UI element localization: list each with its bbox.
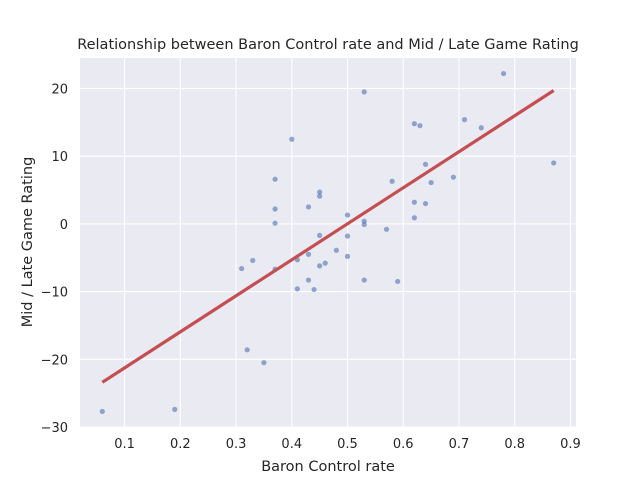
- data-point: [411, 199, 417, 205]
- data-point: [305, 204, 312, 210]
- grid: [80, 58, 576, 428]
- data-point: [450, 174, 456, 180]
- data-point: [311, 286, 317, 293]
- data-point: [417, 123, 423, 129]
- data-point: [395, 278, 401, 285]
- data-point: [461, 117, 468, 123]
- tick-labels: 0.1 0.2 0.3 0.4 0.5 0.6 0.7 0.8 0.9 −30 −20 −10 0 10 2…: [41, 82, 581, 452]
- data-point: [344, 253, 351, 259]
- data-point: [428, 179, 434, 186]
- data-point: [551, 160, 557, 166]
- data-point: [305, 277, 312, 283]
- data-point: [333, 247, 339, 253]
- data-point: [317, 189, 323, 195]
- data-point: [500, 70, 507, 77]
- data-point: [361, 218, 367, 224]
- x-tick-label: 0.9: [560, 437, 581, 452]
- data-point: [478, 125, 484, 131]
- data-point: [294, 286, 300, 292]
- data-point: [322, 260, 328, 266]
- data-point: [305, 251, 312, 257]
- data-point: [272, 176, 278, 182]
- data-point: [289, 136, 295, 142]
- plot-area: [80, 58, 576, 427]
- data-point: [317, 232, 323, 238]
- data-point: [99, 408, 105, 415]
- x-tick-label: 0.7: [449, 437, 470, 452]
- data-point: [172, 406, 178, 412]
- y-tick-label: −10: [41, 286, 68, 301]
- data-point: [411, 121, 417, 127]
- data-point: [422, 161, 429, 167]
- data-point: [250, 257, 256, 264]
- x-tick-label: 0.4: [281, 437, 302, 452]
- y-tick-label: −20: [41, 353, 68, 368]
- data-point: [411, 215, 417, 221]
- x-tick-label: 0.1: [114, 437, 135, 452]
- data-point: [317, 193, 323, 199]
- data-point: [361, 277, 367, 283]
- y-tick-label: −30: [41, 421, 68, 436]
- data-point: [383, 226, 390, 232]
- x-tick-label: 0.6: [393, 437, 414, 452]
- data-point: [317, 263, 323, 269]
- data-point: [272, 220, 278, 226]
- data-point: [344, 233, 351, 239]
- data-point: [272, 206, 278, 212]
- data-point: [361, 89, 367, 95]
- data-point: [344, 212, 351, 218]
- chart-title: Relationship between Baron Control rate …: [77, 37, 579, 53]
- x-tick-label: 0.8: [504, 437, 525, 452]
- data-point: [422, 200, 429, 207]
- x-tick-label: 0.5: [337, 437, 358, 452]
- data-point: [389, 178, 395, 184]
- y-tick-label: 20: [51, 82, 68, 97]
- data-marks: [99, 70, 557, 415]
- x-tick-label: 0.2: [170, 437, 191, 452]
- data-point: [261, 360, 267, 366]
- data-point: [239, 265, 245, 272]
- data-point: [244, 347, 250, 353]
- y-tick-label: 10: [51, 150, 68, 165]
- x-tick-label: 0.3: [226, 437, 247, 452]
- y-axis-label: Mid / Late Game Rating: [20, 157, 36, 328]
- regression-line: [101, 89, 555, 384]
- y-tick-label: 0: [60, 218, 68, 233]
- x-axis-label: Baron Control rate: [261, 459, 395, 475]
